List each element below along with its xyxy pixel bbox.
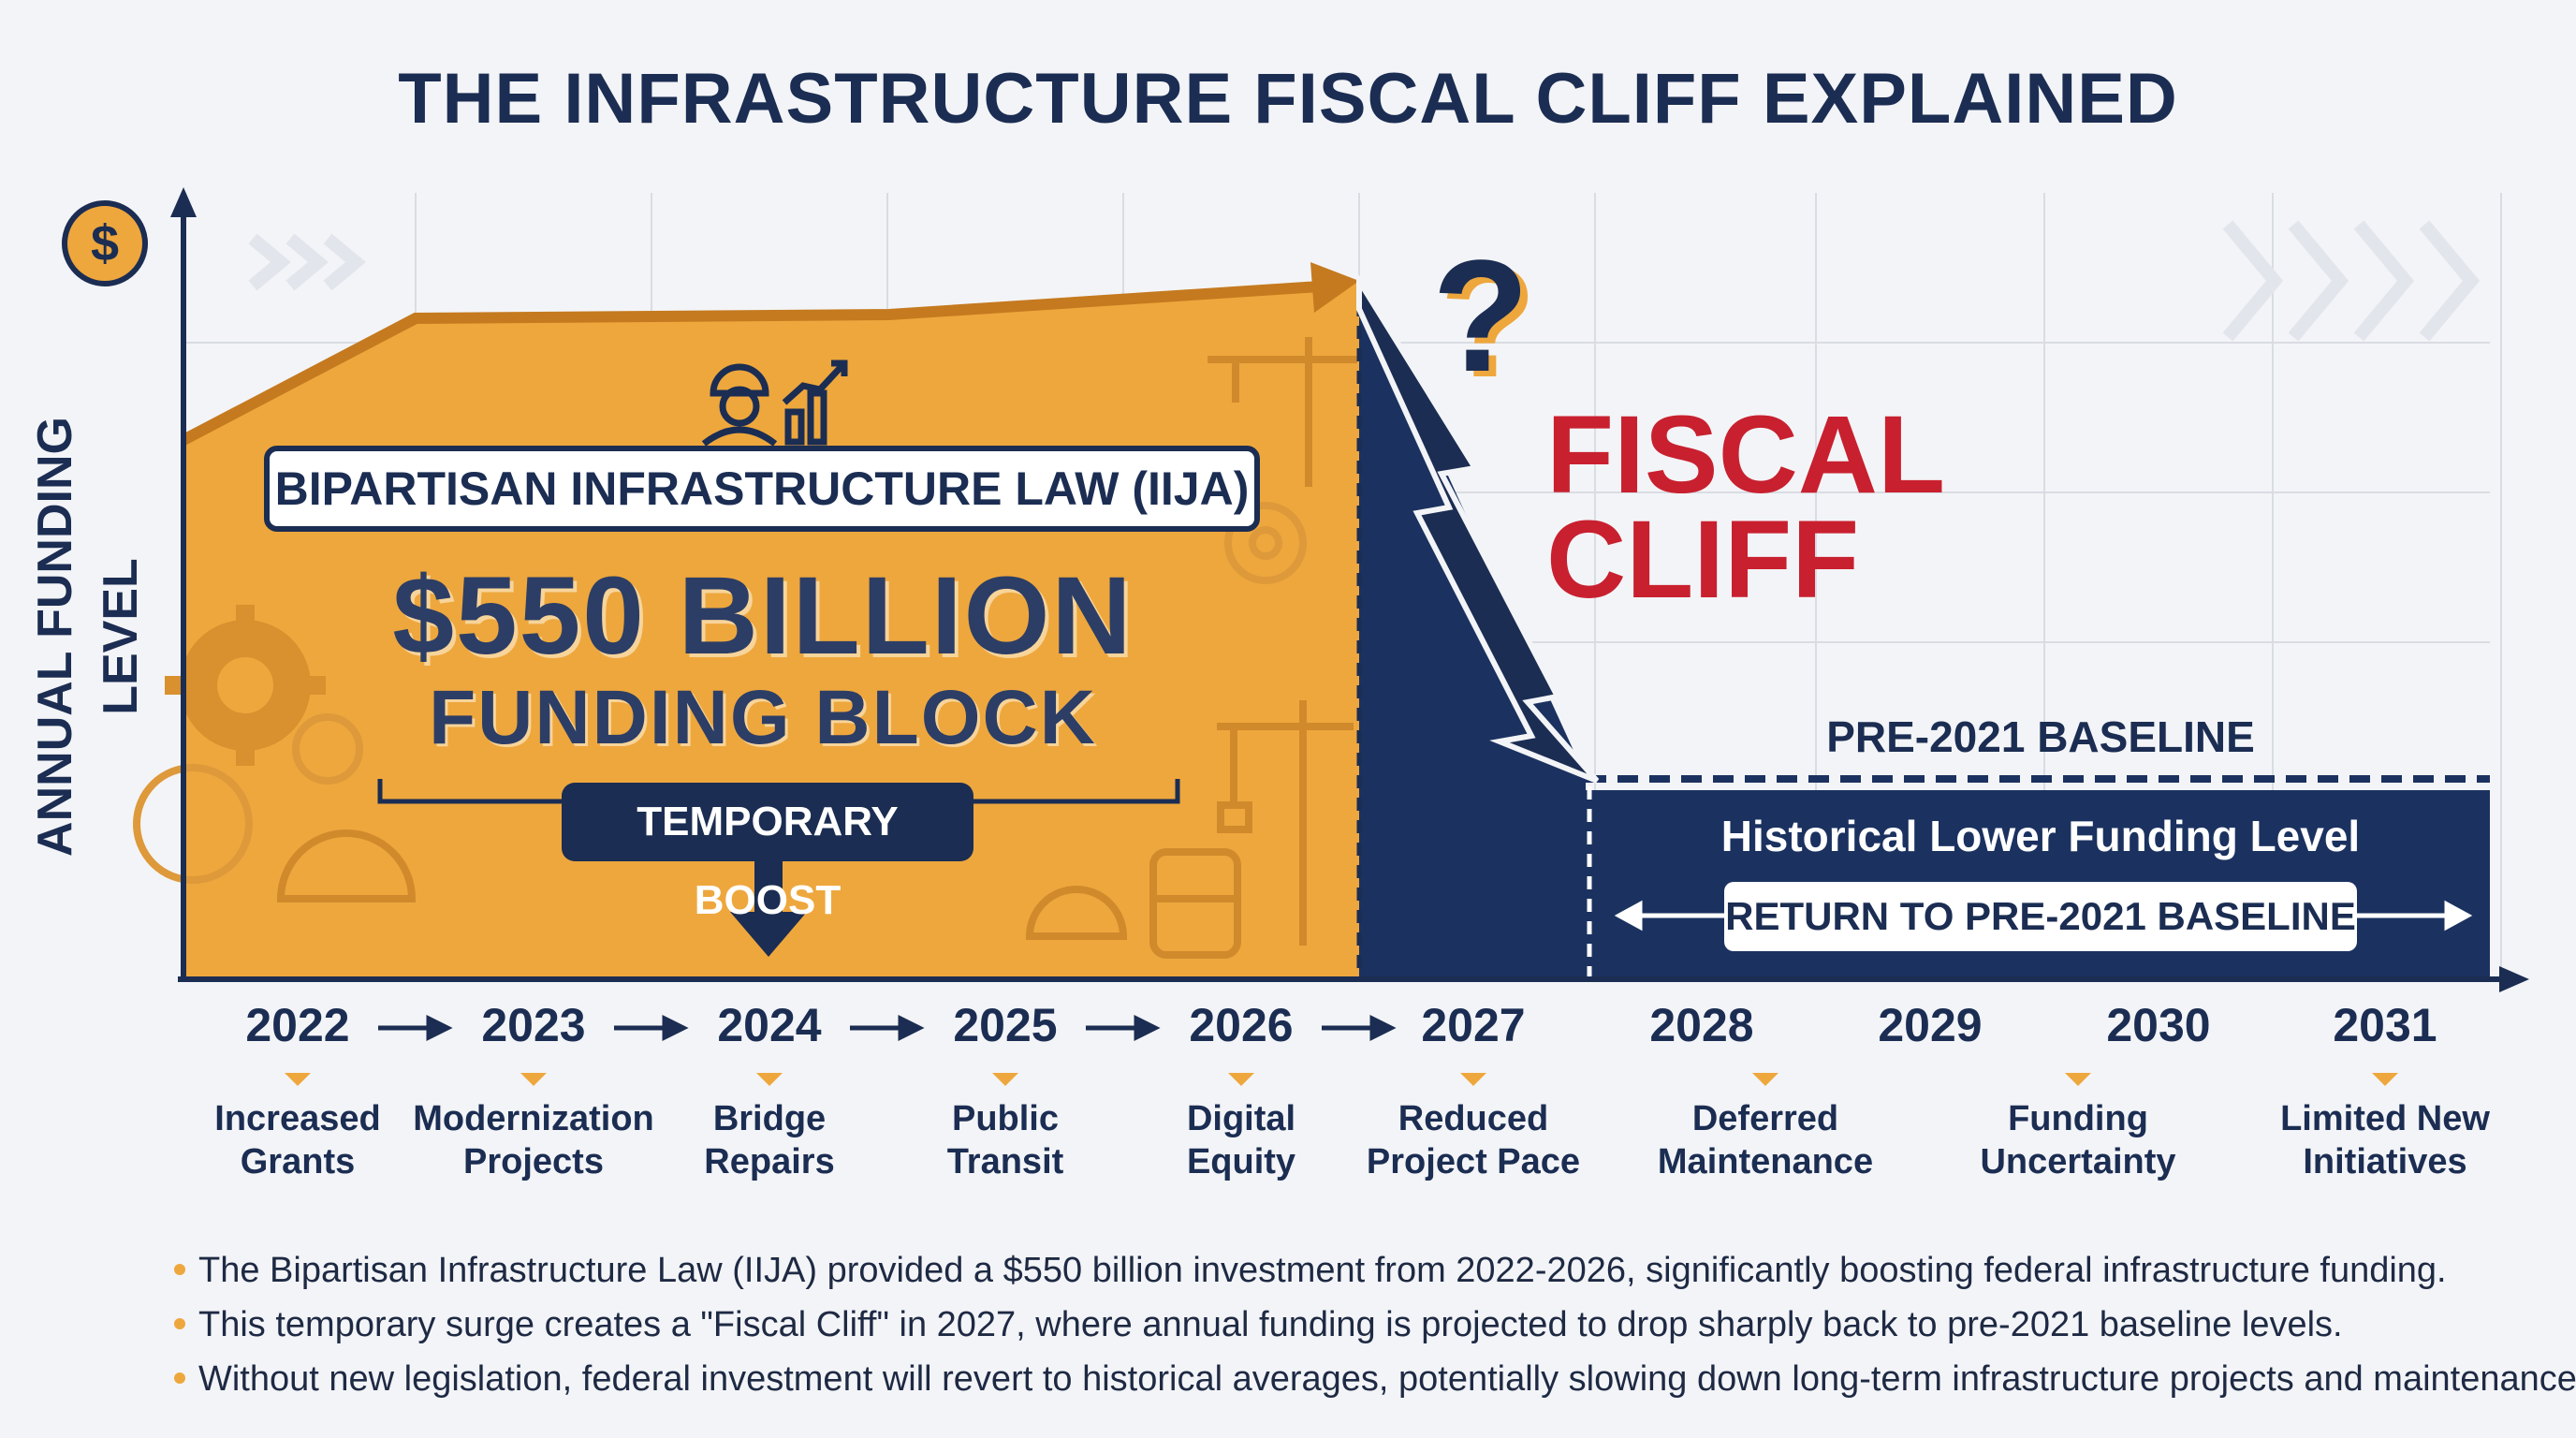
bullet-icon	[174, 1372, 185, 1384]
gear-icon	[133, 502, 1307, 884]
cliff-drop-area	[1359, 281, 1586, 979]
note-item: Without new legislation, federal investm…	[174, 1352, 2576, 1406]
train-icon	[1149, 848, 1241, 959]
bullet-icon	[174, 1264, 185, 1275]
effect-markers	[285, 1073, 2398, 1086]
historical-level-label: Historical Lower Funding Level	[1720, 812, 2361, 860]
timeline-year: 2025	[953, 999, 1058, 1051]
timeline-effect: Bridge Repairs	[704, 1099, 835, 1181]
lightning-arrow-icon	[1356, 271, 1600, 784]
timeline-effect: Deferred Maintenance	[1657, 1099, 1874, 1181]
temporary-boost-tag: TEMPORARY BOOST	[562, 783, 973, 923]
timeline-year: 2027	[1421, 999, 1526, 1051]
baseline-label: PRE-2021 BASELINE	[1826, 712, 2255, 761]
fiscal-cliff-line2: CLIFF	[1546, 498, 1860, 622]
chevrons-icon	[248, 220, 2481, 342]
worker-icon	[701, 363, 778, 447]
gear-icon	[165, 605, 326, 766]
timeline-year: 2024	[717, 999, 822, 1051]
question-mark-icon: ?	[1432, 227, 1530, 405]
fiscal-cliff-line1: FISCAL	[1546, 393, 1946, 517]
page-title: THE INFRASTRUCTURE FISCAL CLIFF EXPLAINE…	[398, 59, 2178, 139]
timeline-effect: Reduced Project Pace	[1366, 1099, 1581, 1181]
timeline-effect: Modernization Projects	[413, 1099, 654, 1181]
timeline-effect: Increased Grants	[214, 1099, 381, 1181]
notes-list: The Bipartisan Infrastructure Law (IIJA)…	[174, 1243, 2576, 1406]
timeline-year: 2023	[481, 999, 586, 1051]
timeline-effect: Digital Equity	[1186, 1099, 1296, 1181]
timeline-year: 2029	[1878, 999, 1983, 1051]
funding-amount: $550 BILLION	[392, 554, 1134, 678]
note-item: This temporary surge creates a "Fiscal C…	[174, 1298, 2514, 1352]
timeline-year: 2030	[2106, 999, 2211, 1051]
x-axis-arrow	[2499, 966, 2529, 992]
timeline-arrows	[378, 1014, 1397, 1042]
return-arrow	[1614, 900, 2473, 932]
hard-hat-icon	[276, 829, 1128, 940]
down-arrow-shaft	[754, 859, 783, 916]
y-axis-label: ANNUAL FUNDING LEVEL	[28, 417, 148, 857]
y-axis-arrow	[170, 187, 197, 217]
timeline-effect: Limited New Initiatives	[2280, 1099, 2490, 1181]
return-to-baseline-box: RETURN TO PRE-2021 BASELINE	[1724, 882, 2357, 951]
timeline-year: 2031	[2333, 999, 2437, 1051]
timeline-effect: Public Transit	[946, 1099, 1064, 1181]
bullet-icon	[174, 1318, 185, 1329]
funding-trend-line	[181, 281, 1321, 446]
timeline-effect: Funding Uncertainty	[1980, 1099, 2176, 1181]
fiscal-cliff-label: FISCAL CLIFF	[1546, 393, 1946, 622]
timeline-year: 2028	[1649, 999, 1754, 1051]
law-name-box: BIPARTISAN INFRASTRUCTURE LAW (IIJA)	[264, 446, 1260, 532]
down-arrow-head	[730, 912, 807, 957]
growth-chart-icon	[782, 360, 848, 446]
funding-block-subtitle: FUNDING BLOCK	[429, 675, 1097, 760]
funding-trend-arrowhead	[1310, 262, 1359, 313]
crane-icon	[1208, 337, 1357, 946]
timeline-year: 2026	[1189, 999, 1294, 1051]
timeline-year: 2022	[245, 999, 350, 1051]
dollar-icon: $	[62, 200, 148, 286]
note-item: The Bipartisan Infrastructure Law (IIJA)…	[174, 1243, 2514, 1298]
